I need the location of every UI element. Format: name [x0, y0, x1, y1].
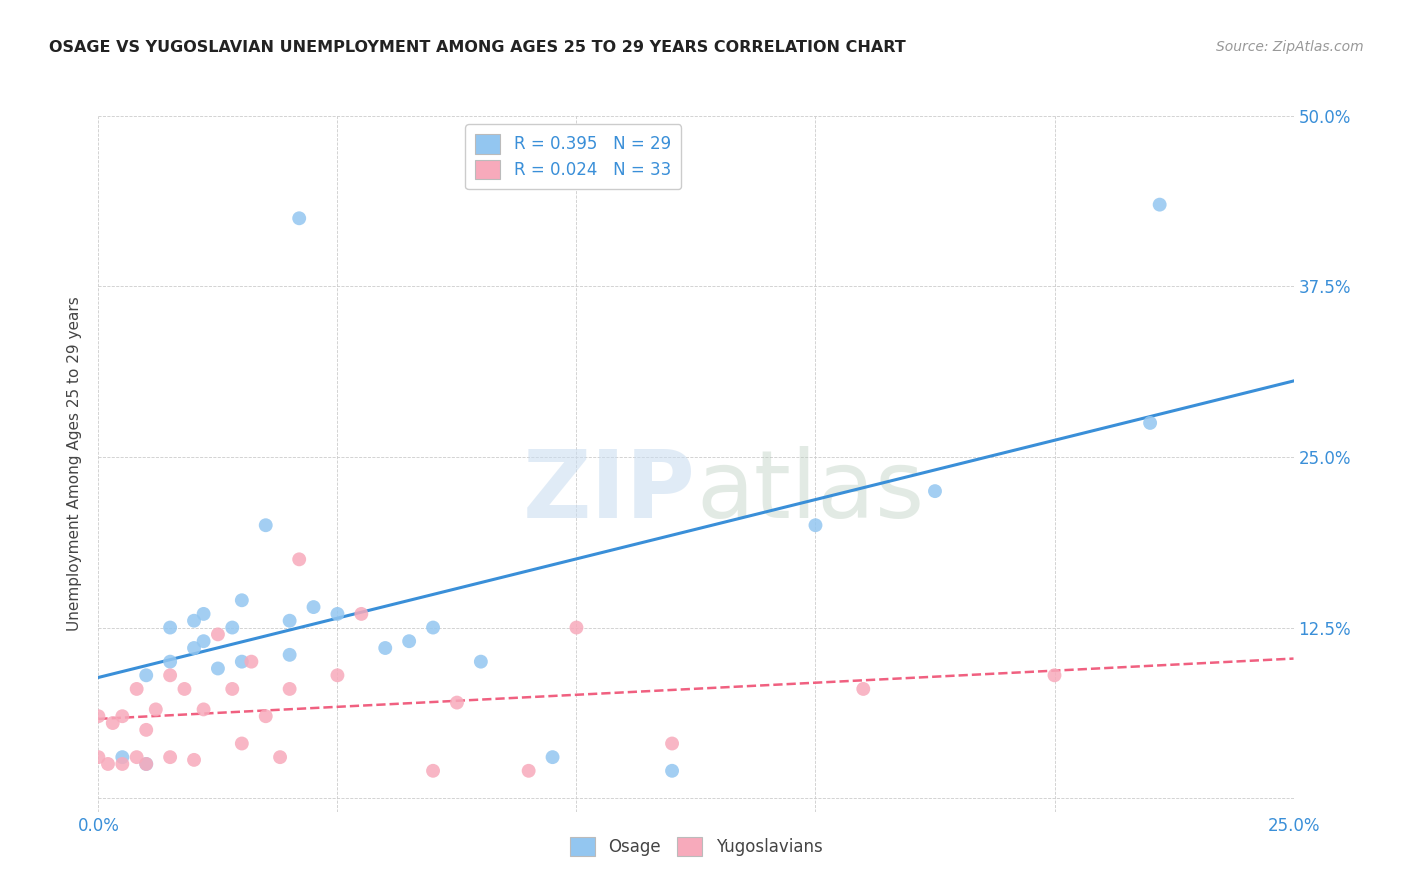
Point	[125, 750, 148, 764]
Point	[87, 709, 110, 723]
Point	[804, 518, 827, 533]
Point	[183, 753, 205, 767]
Point	[221, 681, 243, 696]
Point	[422, 764, 444, 778]
Point	[254, 518, 277, 533]
Point	[1149, 197, 1171, 211]
Text: ZIP: ZIP	[523, 446, 696, 538]
Point	[159, 750, 181, 764]
Legend: Osage, Yugoslavians: Osage, Yugoslavians	[562, 830, 830, 863]
Point	[193, 634, 215, 648]
Point	[111, 756, 134, 771]
Point	[173, 681, 195, 696]
Point	[1043, 668, 1066, 682]
Point	[422, 621, 444, 635]
Point	[221, 621, 243, 635]
Point	[374, 640, 396, 655]
Point	[125, 681, 148, 696]
Point	[135, 756, 157, 771]
Point	[288, 211, 311, 226]
Point	[326, 668, 349, 682]
Point	[288, 552, 311, 566]
Point	[183, 640, 205, 655]
Point	[231, 655, 253, 669]
Point	[326, 607, 349, 621]
Text: Source: ZipAtlas.com: Source: ZipAtlas.com	[1216, 40, 1364, 54]
Point	[278, 648, 301, 662]
Point	[135, 723, 157, 737]
Point	[350, 607, 373, 621]
Point	[207, 627, 229, 641]
Point	[446, 696, 468, 710]
Point	[193, 702, 215, 716]
Text: OSAGE VS YUGOSLAVIAN UNEMPLOYMENT AMONG AGES 25 TO 29 YEARS CORRELATION CHART: OSAGE VS YUGOSLAVIAN UNEMPLOYMENT AMONG …	[49, 40, 905, 55]
Point	[240, 655, 263, 669]
Point	[159, 655, 181, 669]
Point	[302, 600, 325, 615]
Point	[159, 668, 181, 682]
Point	[111, 750, 134, 764]
Text: atlas: atlas	[696, 446, 924, 538]
Point	[183, 614, 205, 628]
Point	[852, 681, 875, 696]
Point	[135, 668, 157, 682]
Point	[101, 716, 124, 731]
Point	[924, 484, 946, 499]
Point	[398, 634, 420, 648]
Point	[231, 593, 253, 607]
Point	[565, 621, 588, 635]
Point	[254, 709, 277, 723]
Point	[145, 702, 167, 716]
Point	[231, 737, 253, 751]
Point	[97, 756, 120, 771]
Point	[159, 621, 181, 635]
Point	[135, 756, 157, 771]
Point	[87, 750, 110, 764]
Point	[269, 750, 291, 764]
Point	[193, 607, 215, 621]
Point	[111, 709, 134, 723]
Point	[278, 681, 301, 696]
Point	[207, 661, 229, 675]
Point	[1139, 416, 1161, 430]
Y-axis label: Unemployment Among Ages 25 to 29 years: Unemployment Among Ages 25 to 29 years	[67, 296, 83, 632]
Point	[661, 737, 683, 751]
Point	[541, 750, 564, 764]
Point	[661, 764, 683, 778]
Point	[278, 614, 301, 628]
Point	[470, 655, 492, 669]
Point	[517, 764, 540, 778]
